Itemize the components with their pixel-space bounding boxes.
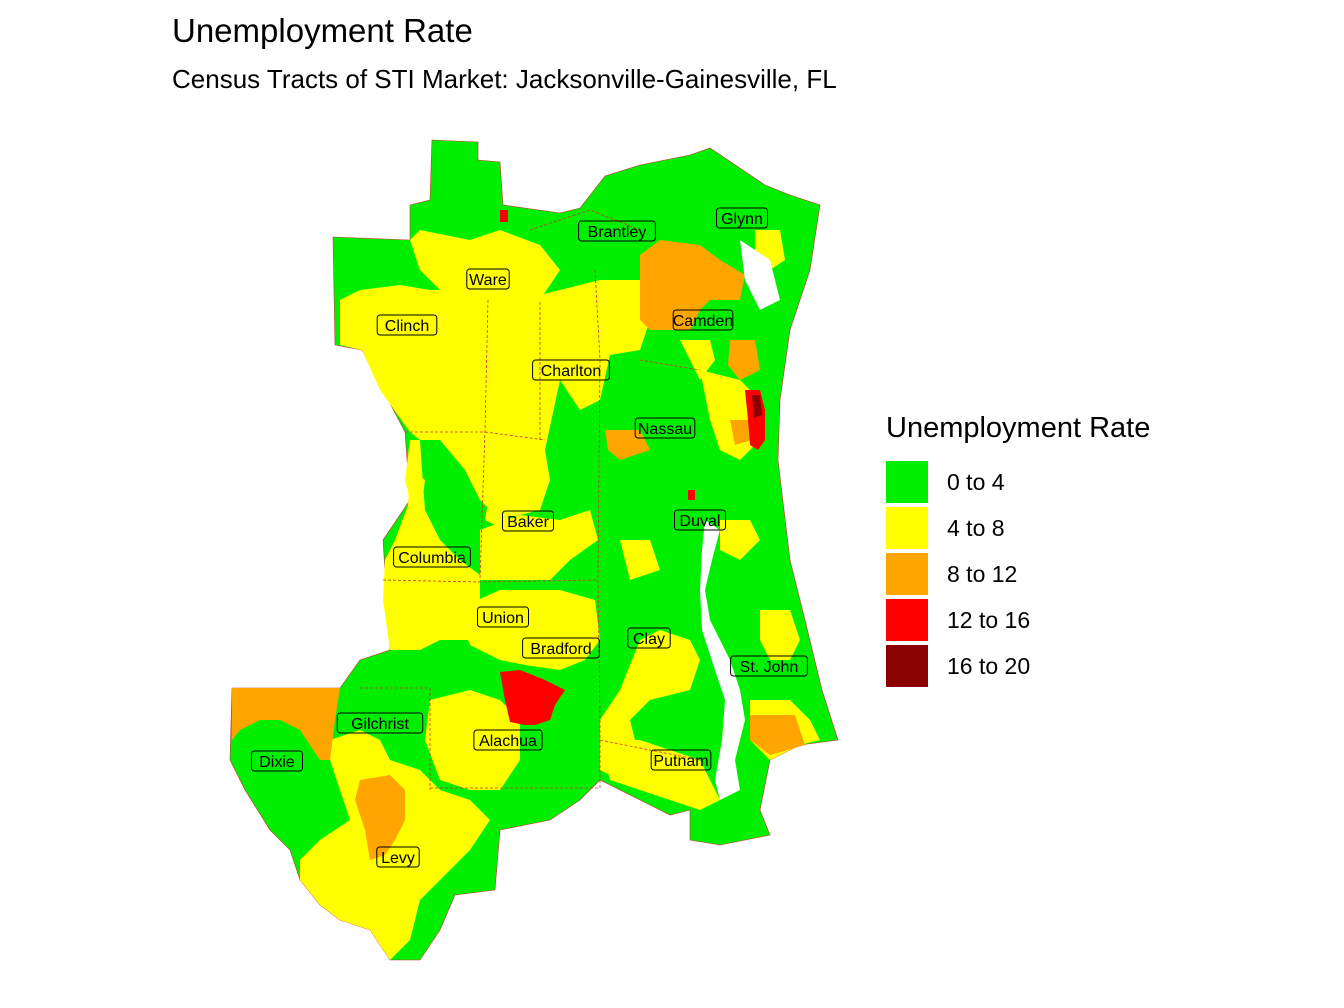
legend: Unemployment Rate 0 to 4 4 to 8 8 to 12 12 … (886, 412, 1150, 689)
county-label: Clinch (376, 314, 438, 336)
county-label: Gilchrist (336, 712, 424, 734)
svg-text:Camden: Camden (673, 313, 733, 330)
legend-items: 0 to 4 4 to 8 8 to 12 12 to 16 16 to 20 (886, 459, 1150, 689)
legend-label: 16 to 20 (947, 652, 1031, 679)
legend-item: 4 to 8 (886, 505, 1150, 551)
svg-text:Duval: Duval (680, 513, 721, 530)
legend-item: 12 to 16 (886, 597, 1150, 643)
svg-text:Levy: Levy (381, 850, 415, 867)
county-label: Putnam (650, 749, 712, 771)
county-label: Bradford (522, 637, 600, 659)
county-label: Clay (627, 627, 671, 649)
svg-text:Alachua: Alachua (479, 733, 537, 750)
map-subtitle: Census Tracts of STI Market: Jacksonvill… (172, 64, 837, 94)
county-label: Levy (376, 846, 420, 868)
county-label: Glynn (716, 207, 768, 229)
svg-text:Ware: Ware (469, 272, 507, 289)
svg-text:St. John: St. John (740, 659, 799, 676)
county-label: Nassau (634, 417, 696, 439)
svg-text:Union: Union (482, 610, 524, 627)
county-label: Charlton (532, 359, 610, 381)
county-label: Columbia (393, 546, 471, 568)
county-labels: Glynn Brantley Ware Clinch Camden Charlton Nas… (251, 207, 808, 868)
county-label: Brantley (578, 220, 656, 242)
svg-text:Nassau: Nassau (638, 421, 692, 438)
svg-text:Brantley: Brantley (588, 224, 647, 241)
svg-text:Gilchrist: Gilchrist (351, 716, 409, 733)
svg-text:Charlton: Charlton (541, 363, 601, 380)
map-title: Unemployment Rate (172, 12, 473, 49)
svg-text:Glynn: Glynn (721, 211, 763, 228)
county-label: Baker (502, 510, 554, 532)
svg-text:Putnam: Putnam (653, 753, 708, 770)
svg-text:Bradford: Bradford (530, 641, 591, 658)
rate-16-to-20-areas (752, 395, 762, 418)
svg-text:Columbia: Columbia (398, 550, 466, 567)
legend-label: 0 to 4 (947, 468, 1005, 495)
rate-4-to-8-areas (300, 230, 820, 960)
legend-swatch (886, 461, 928, 503)
county-label: Union (477, 606, 529, 628)
svg-text:Clay: Clay (633, 631, 665, 648)
svg-text:Dixie: Dixie (259, 754, 295, 771)
county-label: Alachua (473, 729, 543, 751)
water-bodies (700, 240, 780, 800)
county-label: St. John (730, 655, 808, 677)
rate-8-to-12-areas (232, 240, 805, 860)
legend-item: 16 to 20 (886, 643, 1150, 689)
legend-swatch (886, 507, 928, 549)
county-label: Duval (674, 509, 726, 531)
svg-text:Clinch: Clinch (385, 318, 429, 335)
legend-item: 0 to 4 (886, 459, 1150, 505)
county-label: Ware (466, 268, 510, 290)
svg-text:Baker: Baker (507, 514, 549, 531)
legend-swatch (886, 553, 928, 595)
legend-item: 8 to 12 (886, 551, 1150, 597)
legend-label: 4 to 8 (947, 514, 1005, 541)
legend-title: Unemployment Rate (886, 412, 1151, 444)
county-label: Camden (672, 309, 734, 331)
legend-swatch (886, 599, 928, 641)
legend-swatch (886, 645, 928, 687)
legend-label: 8 to 12 (947, 560, 1018, 587)
county-label: Dixie (251, 750, 303, 772)
legend-label: 12 to 16 (947, 606, 1031, 633)
